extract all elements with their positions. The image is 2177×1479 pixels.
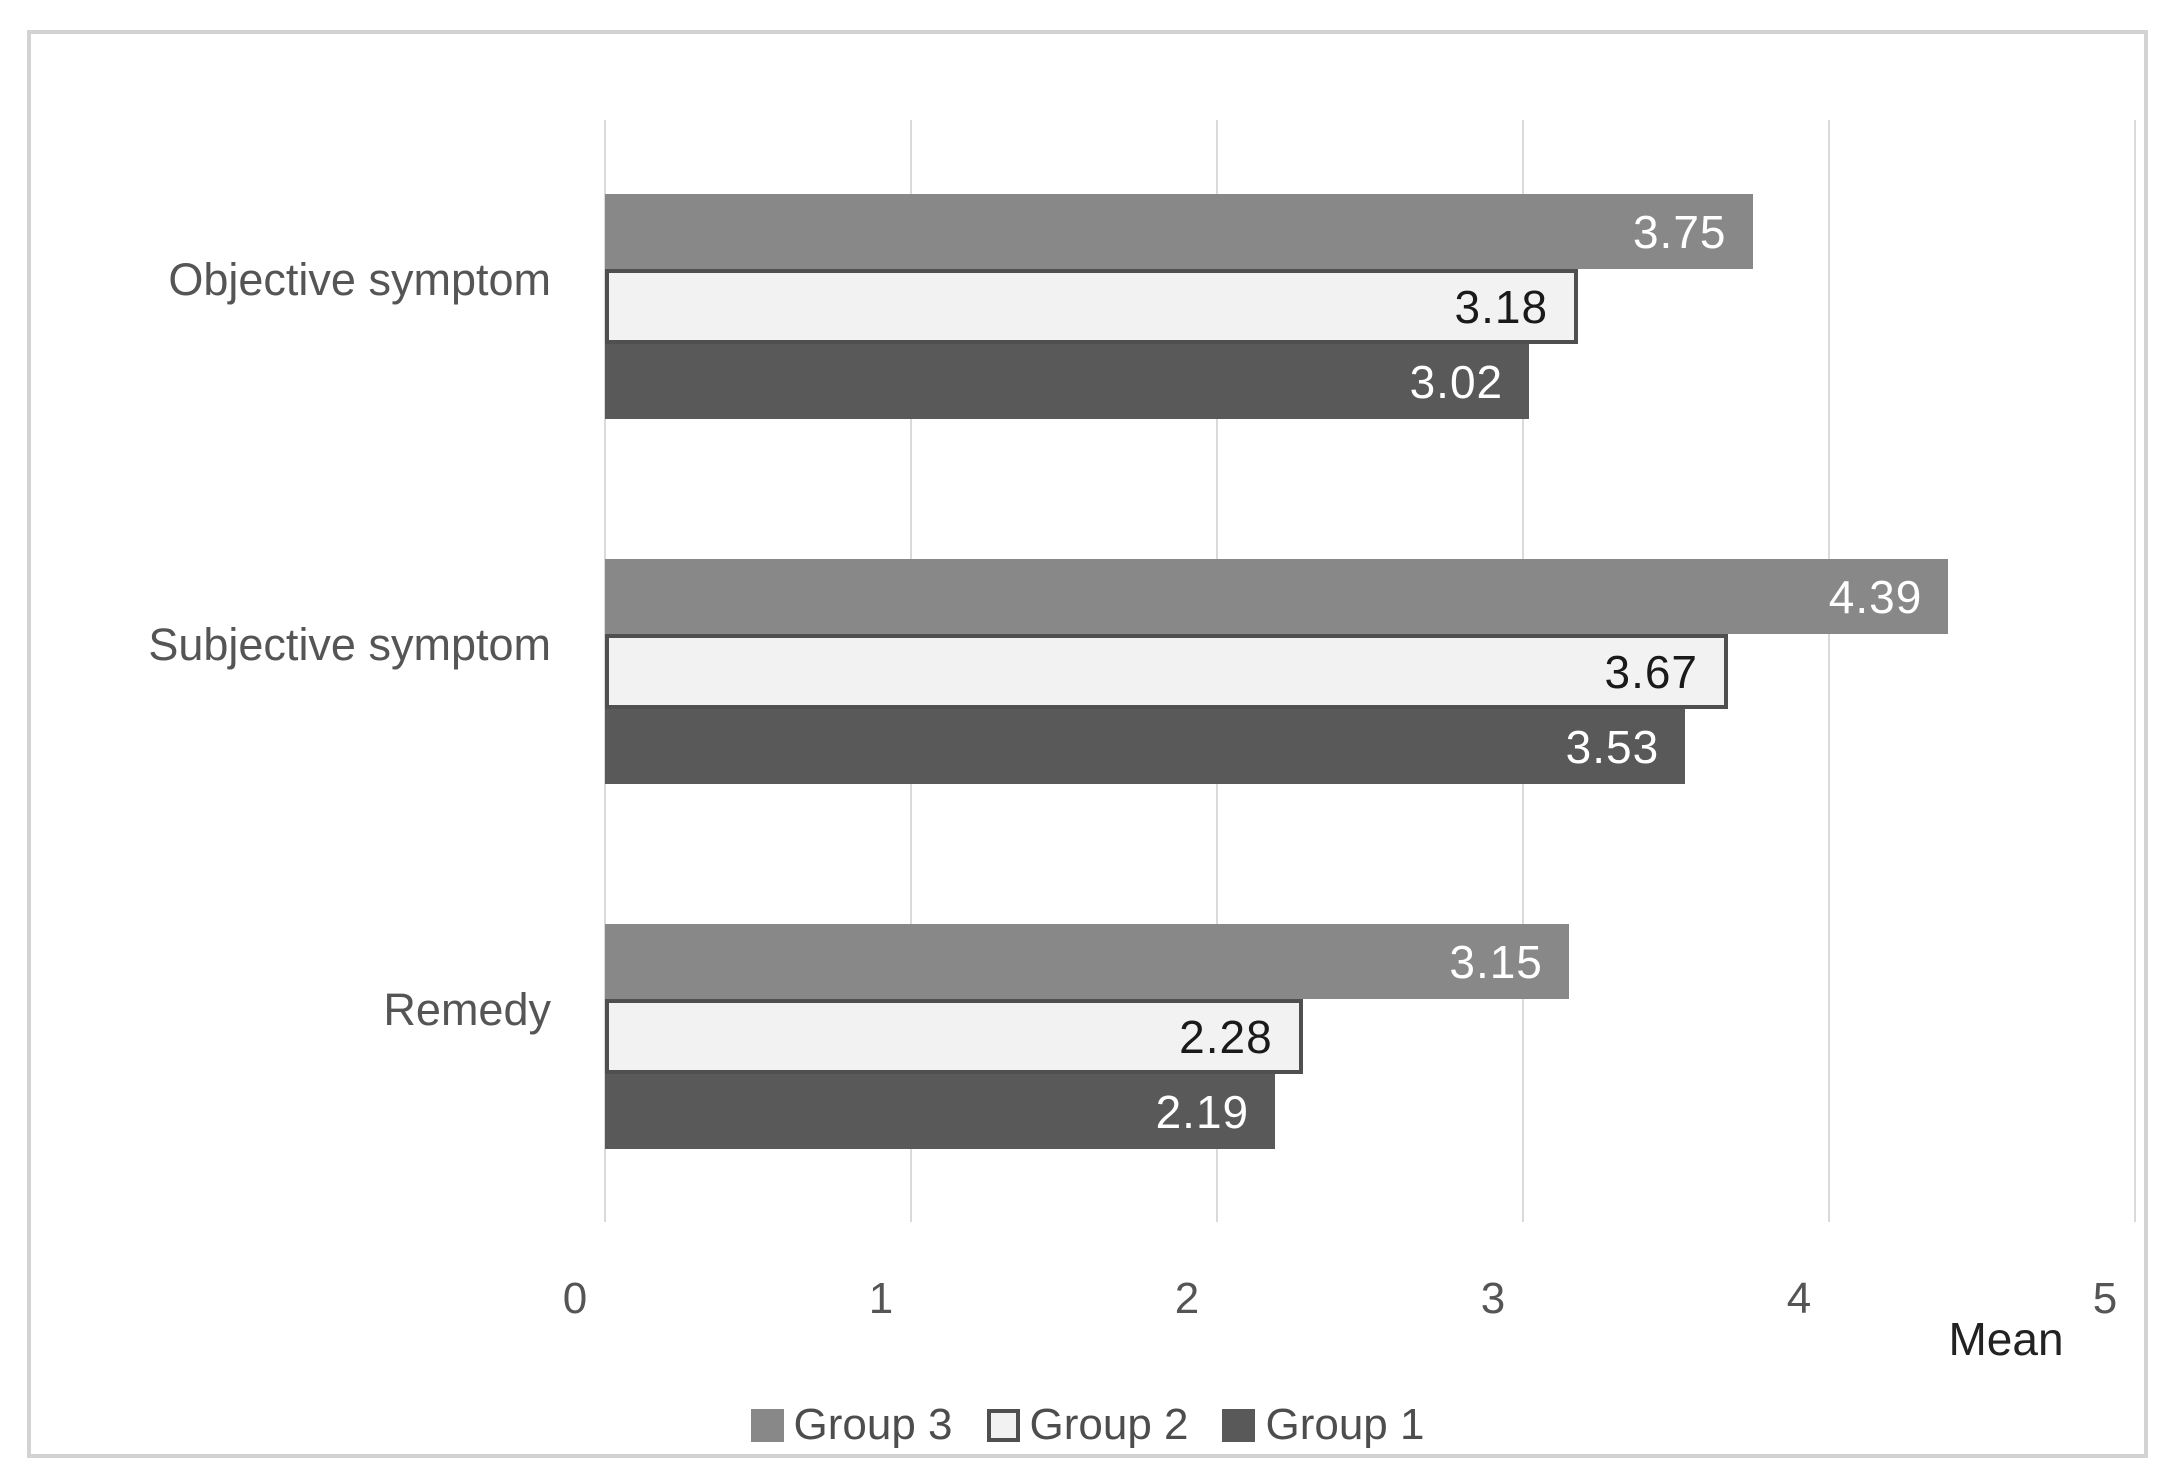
- x-tick-label: 4: [1786, 1274, 1812, 1323]
- x-tick-label: 3: [1480, 1274, 1506, 1323]
- bar-cluster: 3.75 3.18 3.02: [605, 194, 2135, 419]
- legend-label: Group 1: [1265, 1400, 1425, 1449]
- legend: Group 3 Group 2 Group 1: [31, 1400, 2144, 1450]
- bar-group-2: 3.67: [605, 634, 1729, 709]
- category-label: Subjective symptom: [148, 618, 551, 670]
- gridline: [2134, 120, 2136, 1222]
- bar-value-label: 3.15: [1449, 935, 1543, 988]
- x-tick-label: 2: [1174, 1274, 1200, 1323]
- x-axis-title: Mean: [1948, 1313, 2064, 1365]
- legend-item-group-2: Group 2: [986, 1400, 1189, 1450]
- chart-frame: 3.75 3.18 3.02 4.39 3.67 3.53 3.15 2.28 2.19 0 1 2…: [27, 30, 2148, 1458]
- legend-marker-icon: [750, 1408, 784, 1442]
- bar-value-label: 3.18: [1454, 280, 1549, 333]
- legend-item-group-3: Group 3: [750, 1400, 953, 1450]
- bar-group-1: 2.19: [605, 1074, 1276, 1149]
- bar-value-label: 2.28: [1179, 1010, 1273, 1063]
- bar-value-label: 3.02: [1409, 355, 1504, 408]
- bar-group-1: 3.53: [605, 709, 1686, 784]
- bar-value-label: 3.53: [1565, 720, 1660, 773]
- legend-label: Group 2: [1029, 1400, 1189, 1449]
- bar-value-label: 4.39: [1828, 570, 1923, 623]
- category-label: Objective symptom: [168, 253, 551, 305]
- bar-value-label: 3.67: [1604, 645, 1699, 698]
- x-tick-label: 5: [2092, 1274, 2118, 1323]
- bar-group-1: 3.02: [605, 344, 1530, 419]
- legend-label: Group 3: [793, 1400, 953, 1449]
- bar-group-3: 4.39: [605, 559, 1949, 634]
- bar-group-2: 2.28: [605, 999, 1303, 1074]
- x-tick-label: 1: [868, 1274, 894, 1323]
- legend-marker-icon: [1222, 1408, 1256, 1442]
- bar-cluster: 4.39 3.67 3.53: [605, 559, 2135, 784]
- bar-group-3: 3.15: [605, 924, 1569, 999]
- bar-value-label: 3.75: [1632, 205, 1727, 258]
- category-label: Remedy: [383, 983, 551, 1035]
- plot-area: 3.75 3.18 3.02 4.39 3.67 3.53 3.15 2.28 2.19: [604, 120, 2136, 1222]
- gridline: [1828, 120, 1830, 1222]
- legend-marker-icon: [986, 1408, 1020, 1442]
- x-tick-label: 0: [562, 1274, 588, 1323]
- bar-value-label: 2.19: [1155, 1085, 1250, 1138]
- bar-group-3: 3.75: [605, 194, 1753, 269]
- bar-group-2: 3.18: [605, 269, 1579, 344]
- legend-item-group-1: Group 1: [1222, 1400, 1424, 1450]
- bar-cluster: 3.15 2.28 2.19: [605, 924, 2135, 1149]
